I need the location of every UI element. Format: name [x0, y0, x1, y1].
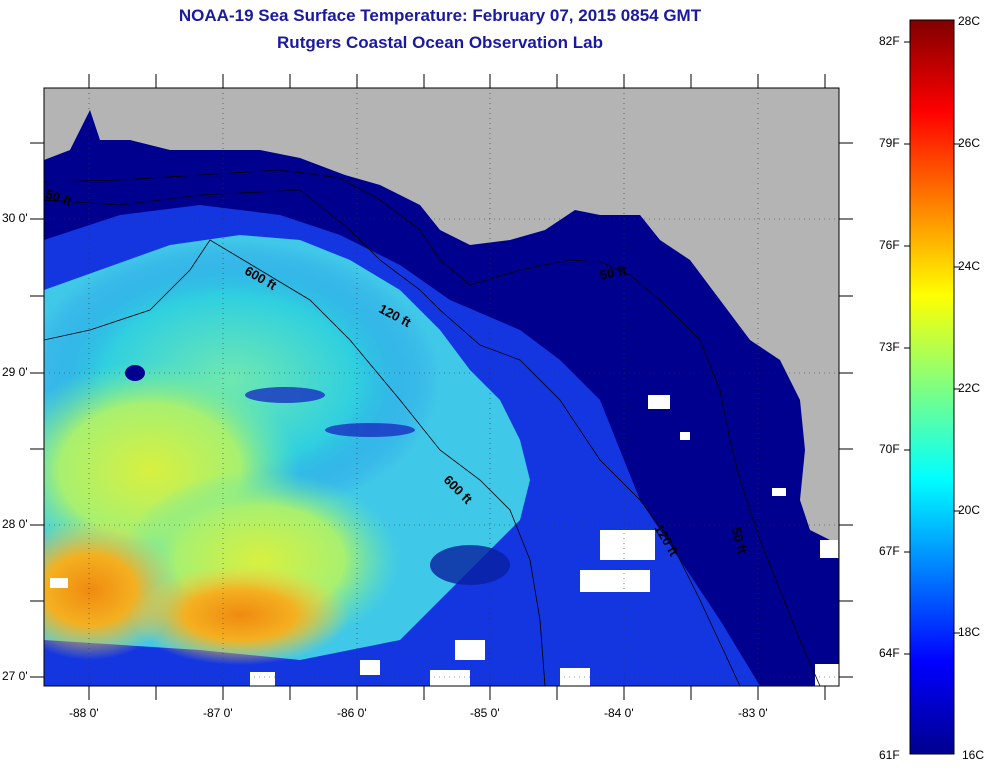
lon-label: -87 0' — [203, 706, 233, 720]
colorbar-f-label: 76F — [879, 238, 900, 252]
colorbar-c-label: 16C — [962, 748, 985, 762]
colorbar-c-label: 22C — [958, 381, 981, 395]
warm-patch-south — [130, 565, 350, 665]
colorbar-f-label: 70F — [879, 442, 900, 456]
cold-filament — [245, 387, 325, 403]
lat-label: 28 0' — [2, 517, 28, 531]
colorbar-c-label: 18C — [958, 625, 981, 639]
colorbar-f-label: 67F — [879, 544, 900, 558]
colorbar-f-label: 79F — [879, 136, 900, 150]
colorbar-ticks — [904, 41, 960, 655]
colorbar-c-label: 24C — [958, 259, 981, 273]
cold-patch — [430, 545, 510, 585]
axis-ticks — [30, 74, 853, 700]
lon-label: -84 0' — [604, 706, 634, 720]
isobath-contours — [44, 169, 821, 686]
colorbar-f-label: 64F — [879, 646, 900, 660]
lat-label: 30 0' — [2, 211, 28, 225]
lon-label: -86 0' — [337, 706, 367, 720]
colorbar — [909, 19, 955, 755]
lon-label: -88 0' — [69, 706, 99, 720]
cold-filament — [325, 423, 415, 437]
colorbar-c-label: 20C — [958, 503, 981, 517]
lon-label: -83 0' — [738, 706, 768, 720]
colorbar-f-label: 73F — [879, 340, 900, 354]
map-frame — [43, 87, 840, 687]
map-subtitle: Rutgers Coastal Ocean Observation Lab — [277, 33, 603, 52]
cloud-mask — [50, 395, 839, 686]
lat-label: 27 0' — [2, 669, 28, 683]
colorbar-f-label: 61F — [879, 748, 900, 762]
lon-label: -85 0' — [470, 706, 500, 720]
lat-label: 29 0' — [2, 365, 28, 379]
colorbar-c-label: 26C — [958, 136, 981, 150]
map-title: NOAA-19 Sea Surface Temperature: Februar… — [178, 6, 702, 25]
colorbar-f-label: 82F — [879, 34, 900, 48]
colorbar-c-label: 28C — [958, 14, 981, 28]
